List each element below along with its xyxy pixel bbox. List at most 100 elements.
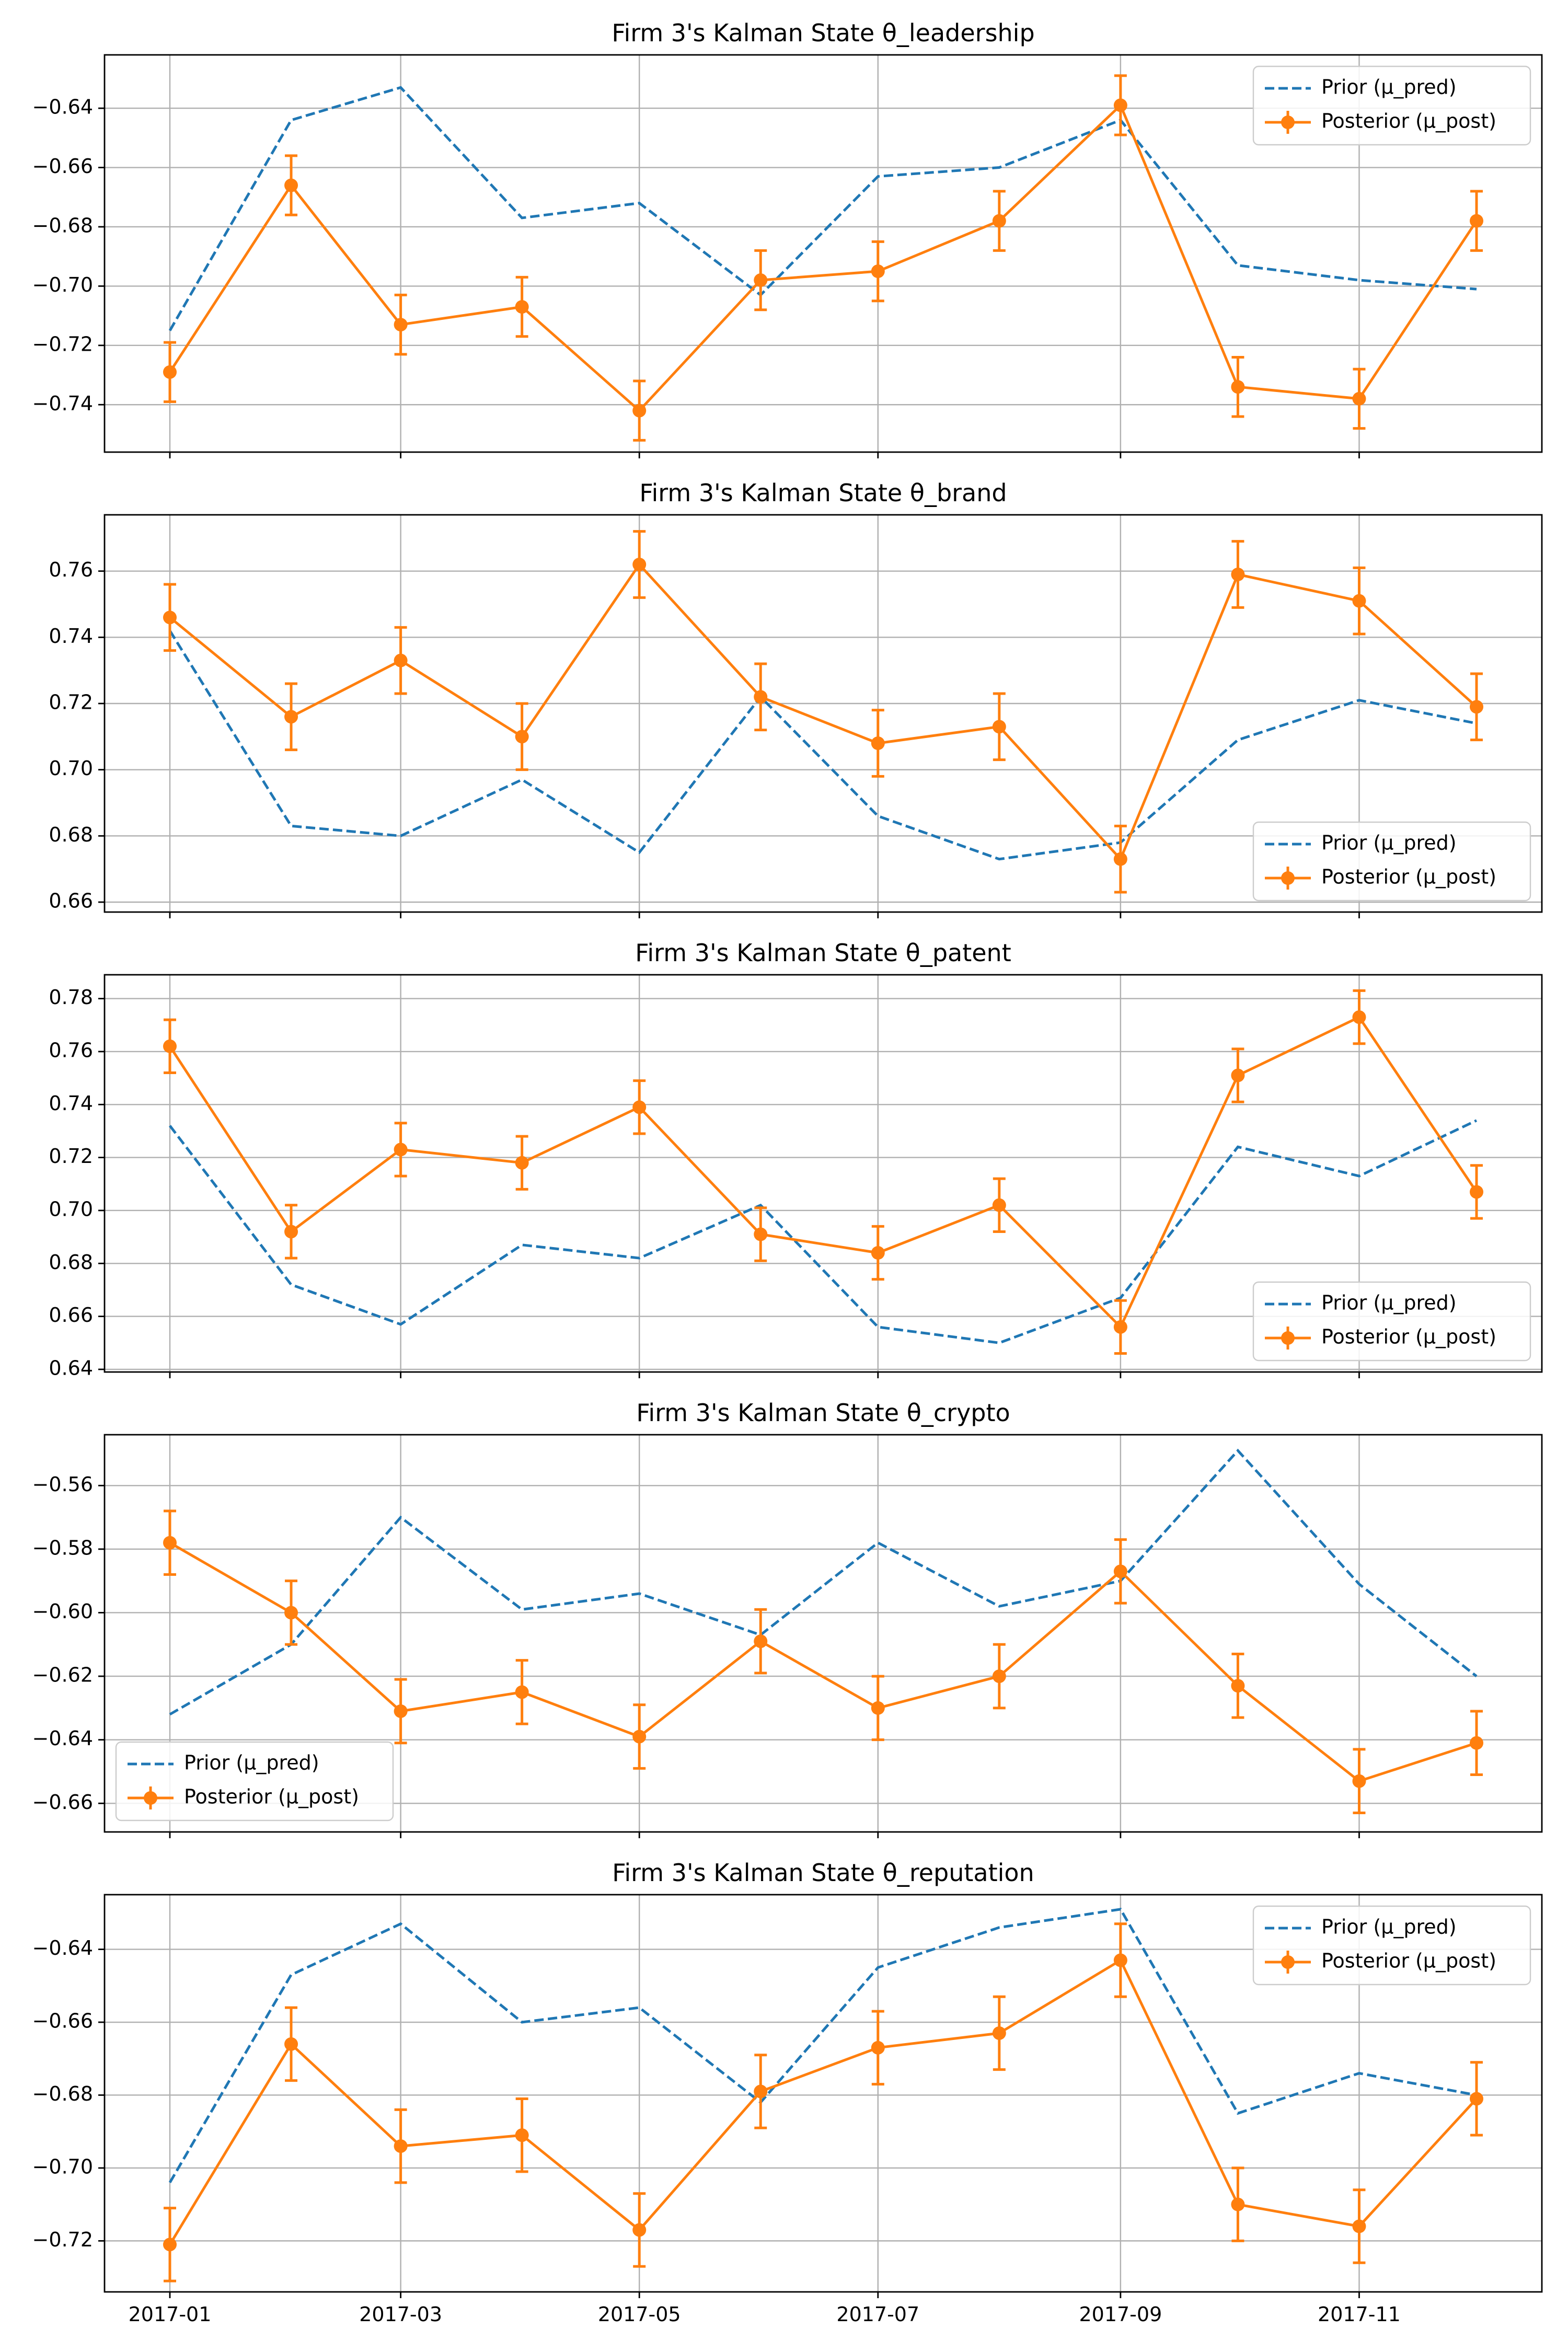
posterior-point bbox=[632, 403, 647, 418]
legend-posterior-marker bbox=[1281, 1955, 1295, 1969]
posterior-point bbox=[1231, 2197, 1245, 2211]
legend-posterior-marker bbox=[144, 1791, 157, 1805]
y-tick-label: 0.68 bbox=[49, 1251, 93, 1274]
posterior-series-line bbox=[169, 562, 1478, 862]
posterior-point bbox=[284, 1225, 298, 1239]
plot-frame bbox=[103, 1434, 1543, 1833]
posterior-point bbox=[394, 1143, 408, 1157]
posterior-point bbox=[163, 610, 177, 625]
posterior-point bbox=[871, 736, 885, 750]
posterior-point bbox=[1470, 2092, 1483, 2106]
legend-prior-label: Prior (μ_pred) bbox=[1321, 1292, 1457, 1315]
legend-posterior-label: Posterior (μ_post) bbox=[1321, 110, 1496, 133]
legend: Prior (μ_pred) Posterior (μ_post) bbox=[1252, 1281, 1531, 1362]
posterior-point bbox=[754, 1227, 768, 1241]
posterior-series-line bbox=[168, 1958, 1478, 2245]
posterior-point bbox=[163, 2238, 177, 2252]
y-tick-label: 0.72 bbox=[49, 1145, 93, 1168]
legend-posterior-label: Posterior (μ_post) bbox=[1321, 1325, 1496, 1348]
chart-panel-1: −0.74 −0.72 −0.70 −0.68 −0.66 −0.64 Firm 3's K… bbox=[32, 19, 1543, 458]
posterior-point bbox=[1113, 1564, 1127, 1578]
chart-panel-5: −0.72 −0.70 −0.68 −0.66 −0.64 2017-01 2017-03 2… bbox=[32, 1859, 1543, 2326]
posterior-point bbox=[871, 1701, 885, 1715]
y-tick-label: 0.68 bbox=[49, 823, 93, 846]
prior-series-line bbox=[168, 1908, 1477, 2184]
posterior-point bbox=[284, 710, 298, 724]
y-tick-label: 0.72 bbox=[49, 691, 93, 714]
posterior-point bbox=[1352, 391, 1366, 406]
posterior-point bbox=[1470, 1736, 1483, 1750]
posterior-point bbox=[163, 1039, 177, 1053]
posterior-point bbox=[871, 2040, 885, 2055]
posterior-point bbox=[1470, 700, 1483, 714]
posterior-point bbox=[394, 2139, 408, 2153]
posterior-point bbox=[284, 1606, 298, 1620]
posterior-point bbox=[515, 730, 529, 744]
y-tick-label: −0.68 bbox=[32, 214, 93, 237]
y-tick-label: −0.66 bbox=[32, 2010, 93, 2033]
posterior-point bbox=[1231, 1679, 1245, 1693]
posterior-point bbox=[163, 1536, 177, 1550]
legend-prior-label: Prior (μ_pred) bbox=[1321, 76, 1457, 99]
y-tick-label: −0.72 bbox=[32, 2228, 93, 2251]
y-tick-label: 0.64 bbox=[49, 1356, 93, 1379]
posterior-point bbox=[754, 273, 768, 287]
legend-posterior-label: Posterior (μ_post) bbox=[184, 1785, 359, 1808]
posterior-point bbox=[871, 1246, 885, 1260]
y-tick-label: 0.66 bbox=[49, 890, 93, 913]
y-tick-label: 0.76 bbox=[49, 1039, 93, 1062]
plot-frame bbox=[103, 1894, 1543, 2293]
posterior-point bbox=[1352, 2219, 1366, 2233]
posterior-point bbox=[284, 2037, 298, 2051]
posterior-point bbox=[394, 1704, 408, 1718]
y-tick-label: 0.74 bbox=[49, 1092, 93, 1115]
y-tick-label: −0.56 bbox=[32, 1473, 93, 1496]
posterior-point bbox=[632, 1100, 647, 1114]
posterior-point bbox=[1231, 1068, 1245, 1082]
legend: Prior (μ_pred) Posterior (μ_post) bbox=[1252, 65, 1531, 146]
x-tick-label: 2017-01 bbox=[129, 2303, 212, 2326]
posterior-point bbox=[992, 2026, 1006, 2040]
posterior-point bbox=[632, 1730, 647, 1744]
plot-frame bbox=[103, 974, 1543, 1373]
y-tick-label: 0.78 bbox=[49, 986, 93, 1009]
legend-posterior-marker bbox=[1281, 116, 1295, 129]
posterior-point bbox=[515, 1685, 529, 1699]
y-tick-label: −0.66 bbox=[32, 1791, 93, 1814]
posterior-point bbox=[1352, 1010, 1366, 1024]
plot-frame bbox=[103, 54, 1543, 453]
prior-series-line bbox=[168, 86, 1477, 331]
x-tick-label: 2017-11 bbox=[1318, 2303, 1401, 2326]
posterior-series-line bbox=[168, 1015, 1478, 1330]
x-tick-label: 2017-05 bbox=[598, 2303, 681, 2326]
posterior-point bbox=[1231, 568, 1245, 581]
legend-posterior-marker bbox=[1281, 871, 1295, 885]
posterior-point bbox=[394, 653, 408, 667]
y-tick-label: −0.64 bbox=[32, 1727, 93, 1750]
y-tick-label: 0.74 bbox=[49, 625, 93, 648]
legend-box bbox=[1252, 65, 1531, 146]
chart-panel-4: −0.66 −0.64 −0.62 −0.60 −0.58 −0.56 Firm 3's K… bbox=[32, 1399, 1543, 1838]
chart-title: Firm 3's Kalman State θ_patent bbox=[635, 939, 1011, 967]
x-tick-label: 2017-03 bbox=[359, 2303, 442, 2326]
x-tick-label: 2017-07 bbox=[836, 2303, 919, 2326]
legend-box bbox=[1252, 1905, 1531, 1986]
x-tick-label: 2017-09 bbox=[1079, 2303, 1162, 2326]
y-tick-label: −0.70 bbox=[32, 273, 93, 296]
legend-box bbox=[115, 1741, 394, 1821]
y-tick-label: −0.64 bbox=[32, 1936, 93, 1959]
posterior-point bbox=[515, 300, 529, 314]
chart-panel-2: 0.66 0.68 0.70 0.72 0.74 0.76 Firm 3's Kalman … bbox=[49, 479, 1543, 918]
legend-box bbox=[1252, 1281, 1531, 1362]
posterior-point bbox=[1231, 380, 1245, 394]
chart-title: Firm 3's Kalman State θ_reputation bbox=[612, 1859, 1034, 1887]
posterior-point bbox=[632, 2223, 647, 2237]
posterior-point bbox=[515, 2128, 529, 2142]
y-tick-label: −0.62 bbox=[32, 1664, 93, 1687]
posterior-point bbox=[1470, 214, 1483, 228]
legend: Prior (μ_pred) Posterior (μ_post) bbox=[115, 1741, 394, 1821]
posterior-point bbox=[515, 1156, 529, 1170]
prior-series-line bbox=[168, 630, 1477, 861]
posterior-point bbox=[632, 558, 647, 571]
